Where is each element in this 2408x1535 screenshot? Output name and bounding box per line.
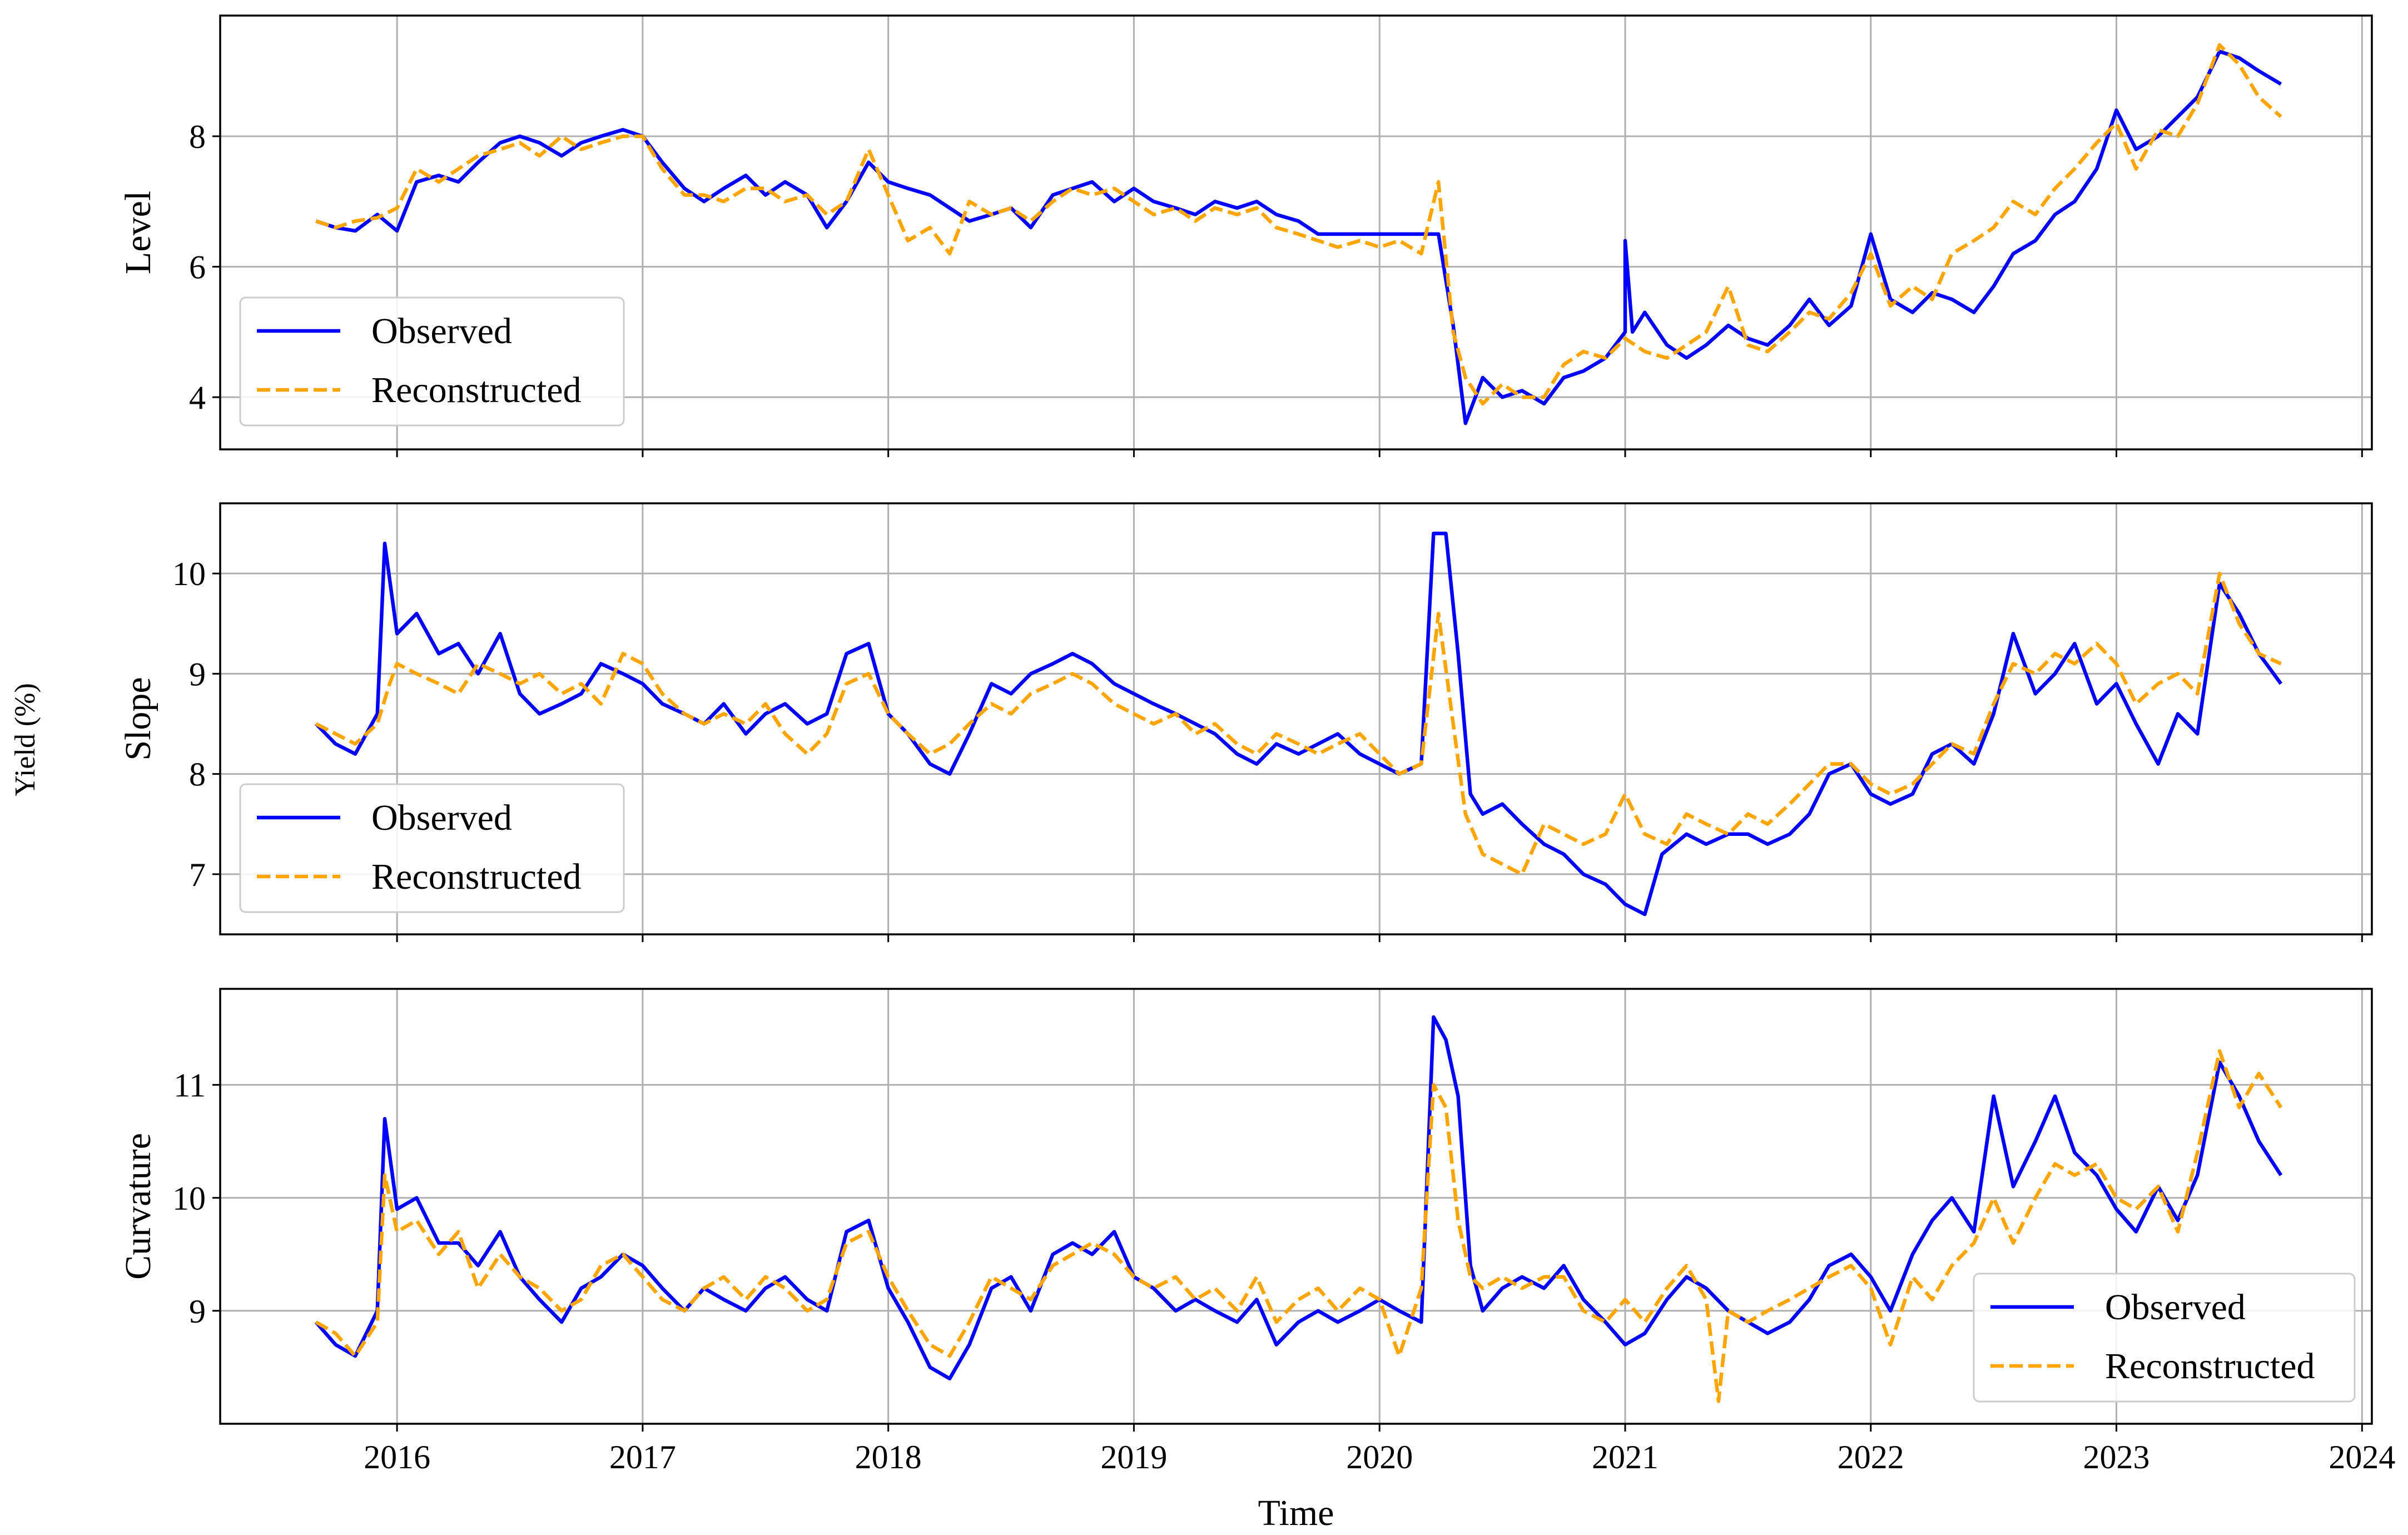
figure-xlabel: Time — [1258, 1493, 1334, 1533]
x-tick-label: 2017 — [609, 1439, 676, 1475]
axes-frame — [219, 988, 2373, 1425]
series-line-reconstructed — [315, 571, 2282, 877]
subplot-level: 4 6 8 Level Observed Reconstructed — [118, 14, 2373, 457]
y-axis-label: Slope — [118, 677, 158, 760]
subplots: 4 6 8 Level Observed Reconstructed 7 8 9 10 Slope O… — [118, 14, 2395, 1475]
subplot-slope: 7 8 9 10 Slope Observed Reconstructed — [118, 502, 2373, 942]
y-tick-label: 4 — [189, 379, 206, 416]
legend: Observed Reconstructed — [1973, 1272, 2356, 1403]
series-line-observed — [314, 1015, 2283, 1381]
y-axis-label: Curvature — [118, 1133, 158, 1280]
legend-label-reconstructed: Reconstructed — [371, 370, 582, 410]
figure-ylabel: Yield (%) — [9, 683, 41, 796]
axes-frame — [219, 14, 2373, 450]
legend-label-reconstructed: Reconstructed — [371, 856, 582, 897]
y-tick-label: 9 — [189, 656, 206, 692]
y-tick-label: 11 — [173, 1067, 206, 1104]
x-tick-label: 2024 — [2328, 1439, 2395, 1475]
legend-label-observed: Observed — [2105, 1287, 2246, 1328]
axes-frame — [219, 502, 2373, 935]
y-tick-label: 7 — [189, 856, 206, 893]
y-tick-label: 10 — [172, 1180, 206, 1217]
subplot-curvature: 9 10 11 2016 2017 2018 2019 2020 2021 2022 2023 202… — [118, 988, 2395, 1475]
x-tick-label: 2022 — [1838, 1439, 1904, 1475]
y-axis-label: Level — [118, 191, 158, 274]
y-tick-label: 8 — [189, 756, 206, 793]
series-line-reconstructed — [315, 43, 2282, 406]
y-tick-label: 9 — [189, 1293, 206, 1330]
series-line-reconstructed — [315, 1049, 2283, 1403]
x-tick-label: 2023 — [2083, 1439, 2150, 1475]
x-tick-label: 2018 — [855, 1439, 922, 1475]
legend-label-observed: Observed — [371, 798, 512, 838]
x-tick-label: 2020 — [1346, 1439, 1413, 1475]
legend: Observed Reconstructed — [239, 296, 625, 427]
x-tick-label: 2021 — [1592, 1439, 1659, 1475]
legend-label-observed: Observed — [371, 311, 512, 351]
y-tick-label: 10 — [172, 556, 206, 592]
legend: Observed Reconstructed — [239, 783, 625, 913]
x-tick-label: 2019 — [1100, 1439, 1167, 1475]
y-tick-label: 6 — [189, 249, 206, 286]
y-tick-label: 8 — [189, 118, 206, 155]
x-tick-label: 2016 — [364, 1439, 430, 1475]
legend-label-reconstructed: Reconstructed — [2105, 1346, 2315, 1387]
